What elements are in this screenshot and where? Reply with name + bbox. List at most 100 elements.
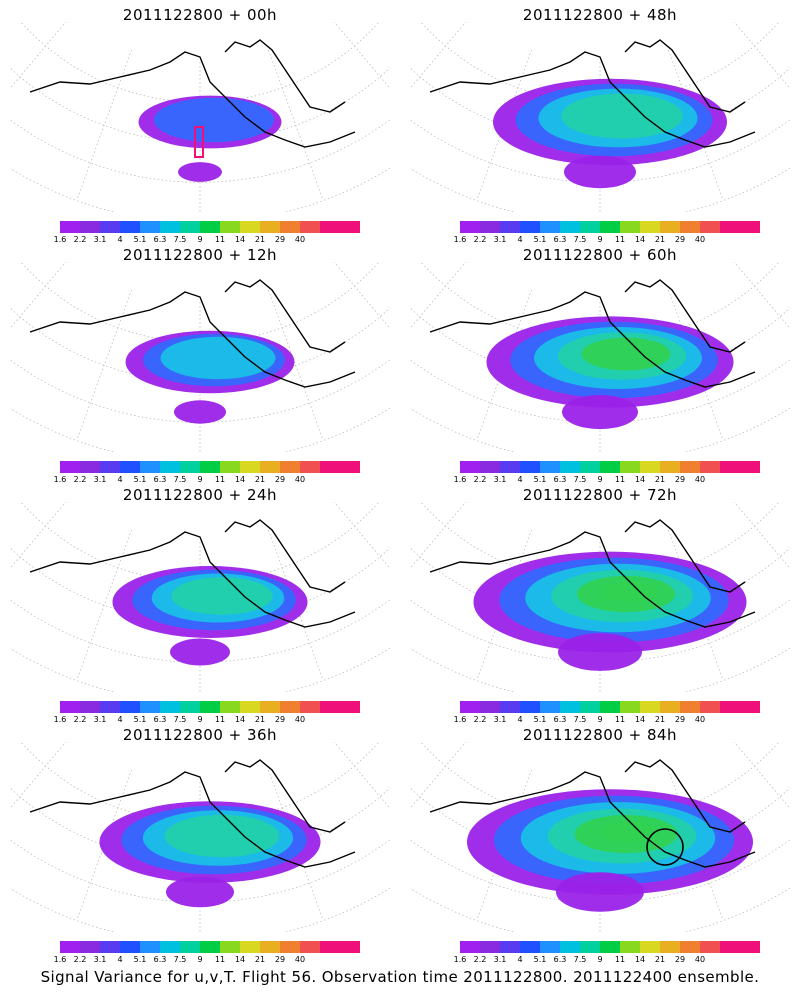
colorbar-swatch (180, 701, 200, 713)
colorbar-swatch (60, 221, 80, 233)
map-panel-24h: 2011122800 + 24h 1.6 2.2 3.1 4 5.1 6.3 7.5 9 11 1… (0, 480, 400, 724)
colorbar-swatch (220, 221, 240, 233)
graticule-meridian (668, 289, 724, 441)
variance-field-contour (561, 93, 683, 139)
colorbar-swatch (580, 701, 600, 713)
graticule-meridian (668, 49, 724, 201)
colorbar-tick-label: 9 (197, 715, 203, 724)
colorbar-tick-label: 11 (214, 715, 226, 724)
colorbar-tick-label: 9 (597, 955, 603, 964)
colorbar-swatch (640, 941, 660, 953)
graticule-meridian (10, 502, 27, 522)
graticule-meridian (76, 529, 132, 681)
colorbar-swatch (640, 461, 660, 473)
coastline (224, 519, 346, 593)
colorbar-swatch (620, 461, 640, 473)
colorbar-tick-label: 1.6 (453, 955, 467, 964)
colorbar-tick-label: 7.5 (573, 475, 587, 484)
colorbar-tick-label: 4 (117, 955, 123, 964)
colorbar-swatch (580, 941, 600, 953)
colorbar-tick-label: 4 (517, 715, 523, 724)
coastline (624, 279, 746, 353)
map-plot (410, 22, 790, 212)
graticule-meridian (410, 262, 427, 282)
graticule-meridian (733, 262, 790, 330)
colorbar-swatch (320, 941, 340, 953)
colorbar-swatch (180, 221, 200, 233)
colorbar-swatch (280, 701, 300, 713)
colorbar-swatch (660, 461, 680, 473)
colorbar-swatch (460, 941, 480, 953)
colorbar-swatch (520, 221, 540, 233)
graticule-meridian (373, 502, 390, 522)
colorbar-swatch (680, 461, 700, 473)
colorbar-tick-label: 1.6 (453, 715, 467, 724)
colorbar-tick-label: 11 (614, 955, 626, 964)
colorbar-tick-label: 29 (274, 715, 286, 724)
colorbar-swatch (460, 461, 480, 473)
colorbar-swatch (200, 941, 220, 953)
colorbar-swatch (740, 941, 760, 953)
colorbar-swatch (680, 941, 700, 953)
colorbar-tick-label: 9 (597, 715, 603, 724)
colorbar-swatch (240, 221, 260, 233)
colorbar-swatch (80, 701, 100, 713)
colorbar-tick-label: 5.1 (133, 235, 147, 244)
colorbar-swatch (660, 221, 680, 233)
colorbar (60, 221, 360, 233)
colorbar-swatch (320, 461, 340, 473)
colorbar-tick-label: 29 (274, 475, 286, 484)
colorbar-tick-label: 40 (694, 715, 706, 724)
graticule-meridian (668, 769, 724, 921)
colorbar-tick-label: 9 (597, 235, 603, 244)
variance-field-contour (171, 577, 273, 615)
colorbar-tick-label: 14 (634, 475, 646, 484)
colorbar-tick-label: 40 (294, 955, 306, 964)
colorbar-tick-label: 1.6 (53, 235, 67, 244)
graticule-meridian (333, 502, 390, 570)
colorbar-swatch (680, 221, 700, 233)
colorbar-swatch (80, 221, 100, 233)
colorbar-swatch (300, 221, 320, 233)
colorbar-swatch (480, 221, 500, 233)
colorbar-tick-label: 7.5 (573, 955, 587, 964)
colorbar-swatch (600, 221, 620, 233)
colorbar-tick-label: 11 (614, 235, 626, 244)
graticule-meridian (373, 22, 390, 42)
colorbar-tick-label: 3.1 (493, 955, 507, 964)
colorbar-tick-label: 29 (274, 955, 286, 964)
colorbar-swatch (320, 221, 340, 233)
colorbar-swatch (80, 941, 100, 953)
colorbar-tick-label: 1.6 (453, 235, 467, 244)
variance-field-contour (178, 162, 222, 182)
coastline (224, 39, 346, 113)
colorbar-tick-label: 40 (294, 715, 306, 724)
colorbar-tick-label: 9 (197, 475, 203, 484)
colorbar-swatch (260, 941, 280, 953)
colorbar-tick-label: 40 (694, 235, 706, 244)
colorbar (60, 461, 360, 473)
colorbar-swatch (140, 221, 160, 233)
colorbar-tick-label: 14 (234, 715, 246, 724)
colorbar-swatch (580, 221, 600, 233)
colorbar-swatch (260, 461, 280, 473)
colorbar-swatch (720, 461, 740, 473)
colorbar-swatch (140, 701, 160, 713)
colorbar-swatch (60, 941, 80, 953)
colorbar (60, 941, 360, 953)
colorbar-swatch (180, 461, 200, 473)
colorbar-labels: 1.6 2.2 3.1 4 5.1 6.3 7.5 9 11 14 21 29 40 (454, 235, 760, 245)
map-plot (410, 262, 790, 452)
colorbar-swatch (500, 701, 520, 713)
map-panel-72h: 2011122800 + 72h 1.6 2.2 3.1 4 5.1 6.3 7.5 9 11 1… (400, 480, 800, 724)
colorbar-tick-label: 6.3 (553, 475, 567, 484)
colorbar-tick-label: 21 (254, 955, 266, 964)
colorbar-swatch (240, 461, 260, 473)
colorbar-labels: 1.6 2.2 3.1 4 5.1 6.3 7.5 9 11 14 21 29 40 (54, 955, 360, 965)
coastline (429, 531, 756, 628)
colorbar-swatch (600, 461, 620, 473)
panel-title: 2011122800 + 00h (122, 6, 278, 24)
variance-field-contour (581, 337, 671, 371)
colorbar-tick-label: 21 (654, 475, 666, 484)
graticule-meridian (773, 22, 790, 42)
